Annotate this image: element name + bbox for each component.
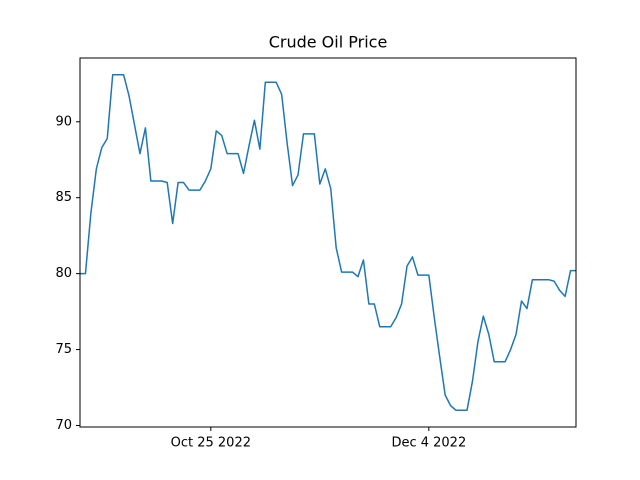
plot-frame bbox=[79, 57, 577, 428]
x-tick-label: Oct 25 2022 bbox=[171, 436, 251, 451]
y-tick-label: 75 bbox=[55, 342, 72, 357]
y-tick-label: 70 bbox=[55, 418, 72, 433]
chart-title: Crude Oil Price bbox=[269, 33, 388, 52]
y-tick-label: 80 bbox=[55, 266, 72, 281]
y-tick-label: 85 bbox=[55, 190, 72, 205]
x-tick-label: Dec 4 2022 bbox=[391, 436, 466, 451]
price-line bbox=[80, 73, 576, 412]
y-tick-label: 90 bbox=[55, 114, 72, 129]
